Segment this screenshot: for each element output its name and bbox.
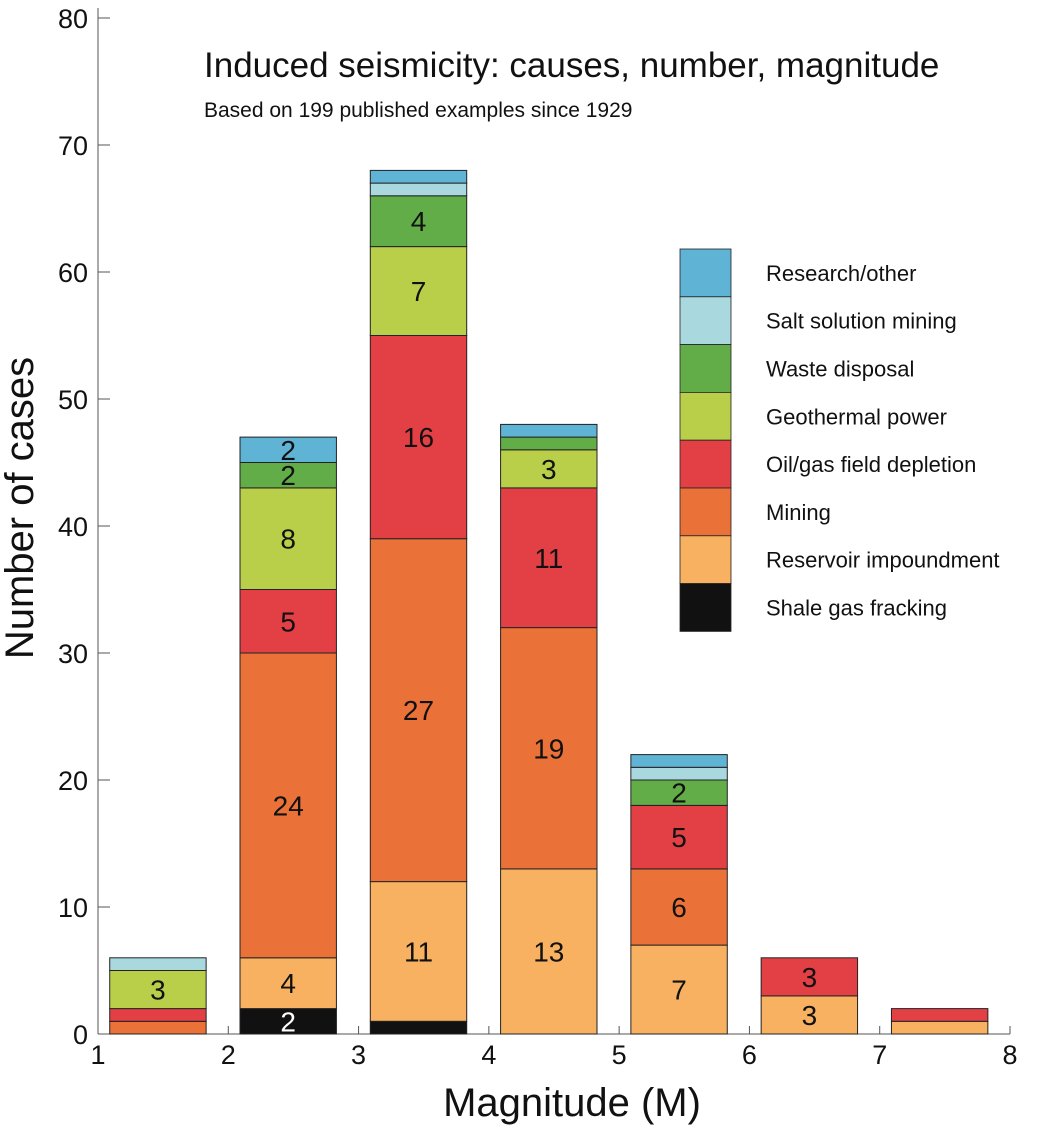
data-label: 27 — [403, 695, 434, 726]
data-label: 6 — [671, 892, 687, 923]
data-label: 19 — [533, 733, 564, 764]
data-label: 2 — [671, 778, 687, 809]
data-label: 4 — [280, 968, 296, 999]
bar-segment — [109, 957, 207, 971]
x-tick-label: 8 — [1002, 1040, 1017, 1070]
legend-label: Mining — [766, 500, 831, 525]
legend-swatch — [679, 535, 732, 584]
bar-segment — [630, 944, 728, 1035]
bar-segment — [630, 868, 728, 946]
y-tick-label: 80 — [58, 4, 88, 34]
data-label: 4 — [411, 206, 427, 237]
data-label: 3 — [802, 1000, 818, 1031]
bar-segment — [239, 1008, 337, 1035]
legend-swatch — [679, 439, 732, 489]
legend-label: Shale gas fracking — [766, 596, 947, 621]
data-label: 3 — [802, 962, 818, 993]
bar-segment — [369, 1020, 468, 1035]
bar-segment — [630, 766, 728, 781]
data-label: 2 — [280, 1006, 296, 1037]
legend-swatch — [679, 248, 732, 298]
data-label: 24 — [273, 790, 304, 821]
y-tick-label: 0 — [73, 1020, 88, 1050]
legend-label: Geothermal power — [766, 404, 947, 429]
data-label: 2 — [280, 460, 296, 491]
bar-segment — [109, 1020, 207, 1035]
bar-segment — [369, 538, 468, 883]
bar-segment — [500, 487, 598, 629]
bar-segment — [369, 182, 468, 197]
data-label: 13 — [533, 936, 564, 967]
x-axis-label: Magnitude (M) — [443, 1081, 701, 1125]
data-label: 16 — [403, 422, 434, 453]
legend-label: Salt solution mining — [766, 309, 957, 334]
y-tick-label: 10 — [58, 893, 88, 923]
data-label: 8 — [280, 524, 296, 555]
data-label: 2 — [280, 435, 296, 466]
bar-segment — [239, 436, 337, 464]
legend-swatch — [679, 583, 732, 632]
y-tick-label: 30 — [58, 639, 88, 669]
legend-label: Waste disposal — [766, 357, 914, 382]
bar-segment — [500, 449, 598, 489]
y-tick-label: 50 — [58, 385, 88, 415]
bar-segment — [369, 881, 468, 1022]
y-tick-label: 60 — [58, 258, 88, 288]
bar-segment — [890, 1008, 989, 1022]
bar-segment — [369, 169, 468, 184]
x-tick-label: 2 — [221, 1040, 236, 1070]
bar-segment — [369, 246, 468, 337]
bar-segment — [369, 335, 468, 540]
data-label: 3 — [150, 975, 166, 1006]
x-tick-label: 4 — [481, 1040, 496, 1070]
x-tick-label: 7 — [872, 1040, 887, 1070]
bar-segment — [239, 462, 337, 489]
bar-segment — [500, 627, 598, 870]
legend-label: Research/other — [766, 261, 916, 286]
legend-swatch — [679, 391, 732, 441]
bar-segment — [239, 957, 337, 1010]
bar-segment — [500, 423, 598, 438]
y-tick-label: 40 — [58, 512, 88, 542]
legend-label: Reservoir impoundment — [766, 548, 1000, 573]
bar-segment — [109, 1008, 207, 1022]
bar-segment — [239, 487, 337, 590]
chart-subtitle: Based on 199 published examples since 19… — [204, 99, 632, 122]
y-axis-label: Number of cases — [0, 357, 42, 659]
bar-segment — [239, 589, 337, 654]
bar-segment — [500, 868, 598, 1035]
data-label: 7 — [411, 276, 427, 307]
bar-segment — [630, 754, 728, 768]
data-label: 3 — [541, 454, 557, 485]
x-tick-label: 1 — [90, 1040, 105, 1070]
bar-segment — [890, 1020, 989, 1035]
x-tick-label: 5 — [612, 1040, 627, 1070]
bar-segment — [369, 195, 468, 248]
bar-segment — [760, 957, 859, 997]
bar-segment — [630, 804, 728, 870]
bar-segment — [500, 436, 598, 451]
bar-segment — [760, 995, 859, 1035]
legend-swatch — [679, 487, 732, 537]
data-label: 5 — [280, 606, 296, 637]
bar-segment — [239, 652, 337, 959]
legend-swatch — [679, 344, 732, 393]
data-label: 5 — [671, 822, 687, 853]
chart-title: Induced seismicity: causes, number, magn… — [204, 46, 939, 85]
x-tick-label: 6 — [742, 1040, 757, 1070]
bar-segment — [630, 779, 728, 806]
legend-swatch — [679, 296, 732, 345]
legend-label: Oil/gas field depletion — [766, 452, 976, 477]
data-label: 11 — [404, 936, 433, 967]
y-tick-label: 20 — [58, 766, 88, 796]
data-label: 7 — [671, 975, 687, 1006]
y-tick-label: 70 — [58, 131, 88, 161]
x-tick-label: 3 — [351, 1040, 366, 1070]
data-label: 11 — [534, 543, 563, 574]
